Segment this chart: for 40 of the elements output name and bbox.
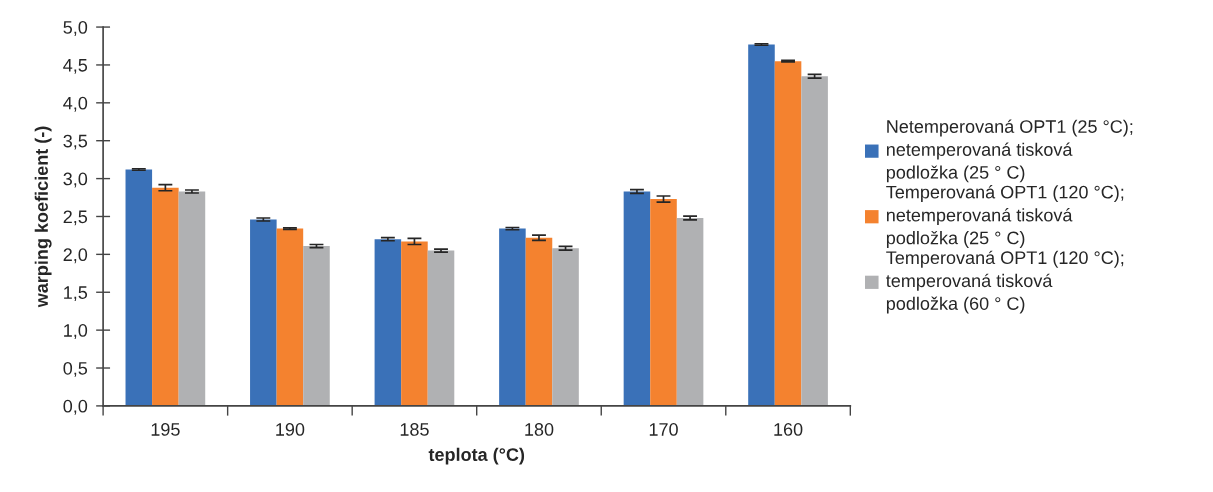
x-tick-label: 195 xyxy=(151,423,180,436)
bar xyxy=(401,241,428,406)
bar xyxy=(499,228,526,406)
bar xyxy=(623,191,651,406)
x-tick-label: 190 xyxy=(276,423,305,436)
y-tick-label: 4,0 xyxy=(63,96,88,112)
bar xyxy=(178,191,206,406)
legend-label: Temperovaná OPT1 (120 °C); netemperovaná tisková podložka (25 ° C) xyxy=(886,185,1124,248)
y-tick-label: 4,5 xyxy=(63,59,88,74)
y-tick-label: 5,0 xyxy=(63,20,88,36)
bar xyxy=(276,228,304,406)
bar xyxy=(801,76,828,406)
bar xyxy=(152,187,179,406)
y-tick-label: 3,5 xyxy=(63,134,88,150)
bar xyxy=(676,218,704,406)
bar xyxy=(748,44,775,406)
x-tick-label: 160 xyxy=(774,423,803,436)
bar xyxy=(774,61,802,406)
legend-label: Netemperovaná OPT1 (25 °C); netemperovaná tisková podložka (25 ° C) xyxy=(886,119,1133,183)
y-tick-label: 1,0 xyxy=(64,324,88,339)
y-tick-label: 1,5 xyxy=(64,286,88,302)
y-tick-label: 0,0 xyxy=(63,399,88,415)
y-tick-label: 0,5 xyxy=(63,361,88,377)
x-tick-label: 185 xyxy=(400,423,429,436)
y-tick-label: 2,5 xyxy=(63,210,88,226)
y-axis-title: warping koeficient (-) xyxy=(34,126,52,308)
bar xyxy=(525,237,553,406)
x-tick-label: 180 xyxy=(525,423,554,436)
y-tick-label: 2,0 xyxy=(63,248,88,264)
bar xyxy=(250,219,277,406)
bar xyxy=(650,199,677,406)
bar xyxy=(427,250,455,406)
bar xyxy=(125,169,153,406)
bar xyxy=(552,248,579,406)
x-tick-label: 170 xyxy=(649,423,678,436)
bar xyxy=(303,246,330,406)
x-axis-title: teplota (°C) xyxy=(428,447,525,465)
bar xyxy=(374,239,402,406)
legend-label: Temperovaná OPT1 (120 °C); temperovaná tisková podložka (60 ° C) xyxy=(886,250,1124,314)
y-tick-label: 3,0 xyxy=(63,172,88,188)
